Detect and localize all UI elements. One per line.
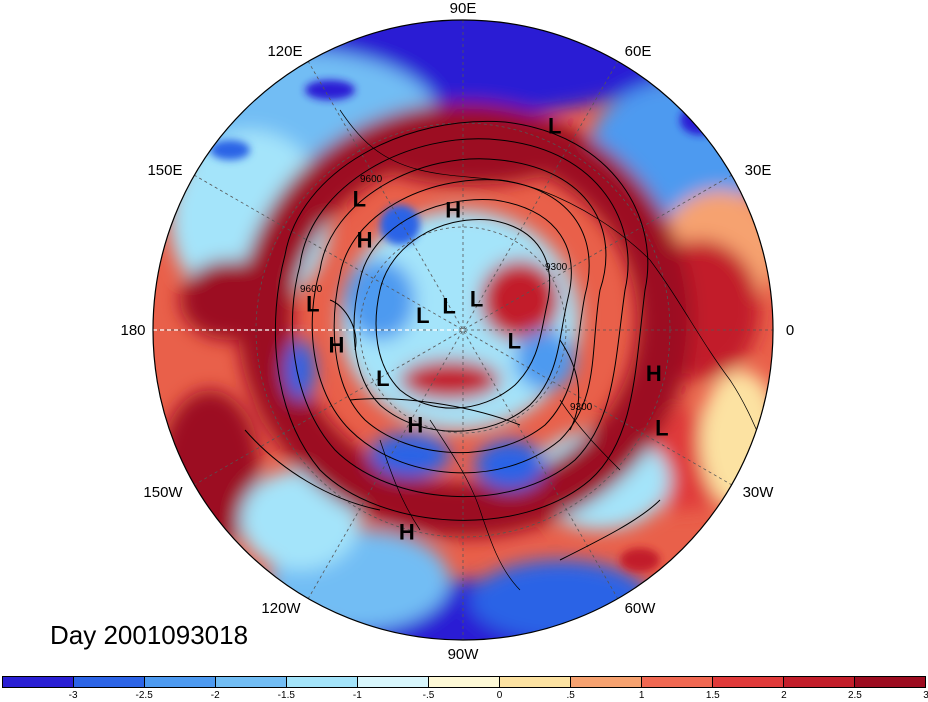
low-pressure-label: L (416, 303, 429, 328)
colorbar-segment (358, 677, 429, 687)
colorbar-tick-label: 1.5 (705, 690, 720, 701)
contour-label: 9600 (360, 174, 383, 185)
colorbar-segment (713, 677, 784, 687)
colorbar-segment (287, 677, 358, 687)
lon-label-120e: 120E (267, 43, 302, 60)
low-pressure-label: L (376, 366, 389, 391)
lon-label-60w: 60W (625, 600, 657, 617)
contour-label: 9600 (300, 284, 323, 295)
lon-label-150e: 150E (147, 162, 182, 179)
low-pressure-label: L (442, 293, 455, 318)
colorbar-segment (855, 677, 925, 687)
colorbar-tick-label: 1 (638, 690, 645, 701)
low-pressure-label: L (353, 186, 366, 211)
colorbar-segment (216, 677, 287, 687)
lon-label-0: 0 (786, 322, 794, 339)
colorbar-tick-label: .5 (566, 690, 575, 701)
colorbar-segment (500, 677, 571, 687)
colorbar-tick-label: 3 (923, 690, 928, 701)
colorbar-tick-label: -1 (352, 690, 362, 701)
high-pressure-label: H (357, 228, 373, 253)
colorbar-segment (145, 677, 216, 687)
lon-label-150w: 150W (143, 484, 183, 501)
date-title: Day 2001093018 (50, 620, 249, 650)
lon-label-90e: 90E (450, 0, 477, 17)
high-pressure-label: H (399, 520, 415, 545)
lon-label-90w: 90W (448, 646, 480, 663)
lon-label-180: 180 (120, 322, 145, 339)
colorbar-segment (3, 677, 74, 687)
colorbar-segment (74, 677, 145, 687)
graticule (153, 20, 773, 640)
lon-label-30e: 30E (745, 162, 772, 179)
low-pressure-label: L (508, 329, 521, 354)
contour-label: 9300 (570, 402, 593, 413)
colorbar-segment (429, 677, 500, 687)
colorbar-tick-label: 0 (496, 690, 503, 701)
colorbar-ticks: -3 -2.5 -2 -1.5 -1 -.5 0 .5 1 1.5 2 2.5 3 (2, 690, 928, 702)
high-pressure-label: H (646, 361, 662, 386)
low-pressure-label: L (548, 113, 561, 138)
height-contours (244, 120, 661, 561)
colorbar-segment (571, 677, 642, 687)
high-pressure-label: H (445, 198, 461, 223)
colorbar-tick-label: -3 (68, 690, 78, 701)
high-pressure-label: H (329, 332, 345, 357)
colorbar-segment (642, 677, 713, 687)
low-pressure-label: L (470, 287, 483, 312)
contour-label: 9300 (545, 262, 568, 273)
lon-label-60e: 60E (625, 43, 652, 60)
lon-label-120w: 120W (261, 600, 301, 617)
colorbar-tick-label: -.5 (422, 690, 435, 701)
low-pressure-label: L (306, 292, 319, 317)
high-pressure-label: H (407, 412, 423, 437)
colorbar-tick-label: -2.5 (135, 690, 153, 701)
map-border (152, 19, 774, 641)
colorbar (2, 676, 926, 688)
colorbar-tick-label: -2 (210, 690, 220, 701)
colorbar-tick-label: -1.5 (277, 690, 295, 701)
low-pressure-label: L (655, 416, 668, 441)
colorbar-tick-label: 2.5 (847, 690, 862, 701)
colorbar-segment (784, 677, 855, 687)
colorbar-tick-label: 2 (781, 690, 787, 701)
lon-label-30w: 30W (743, 484, 775, 501)
